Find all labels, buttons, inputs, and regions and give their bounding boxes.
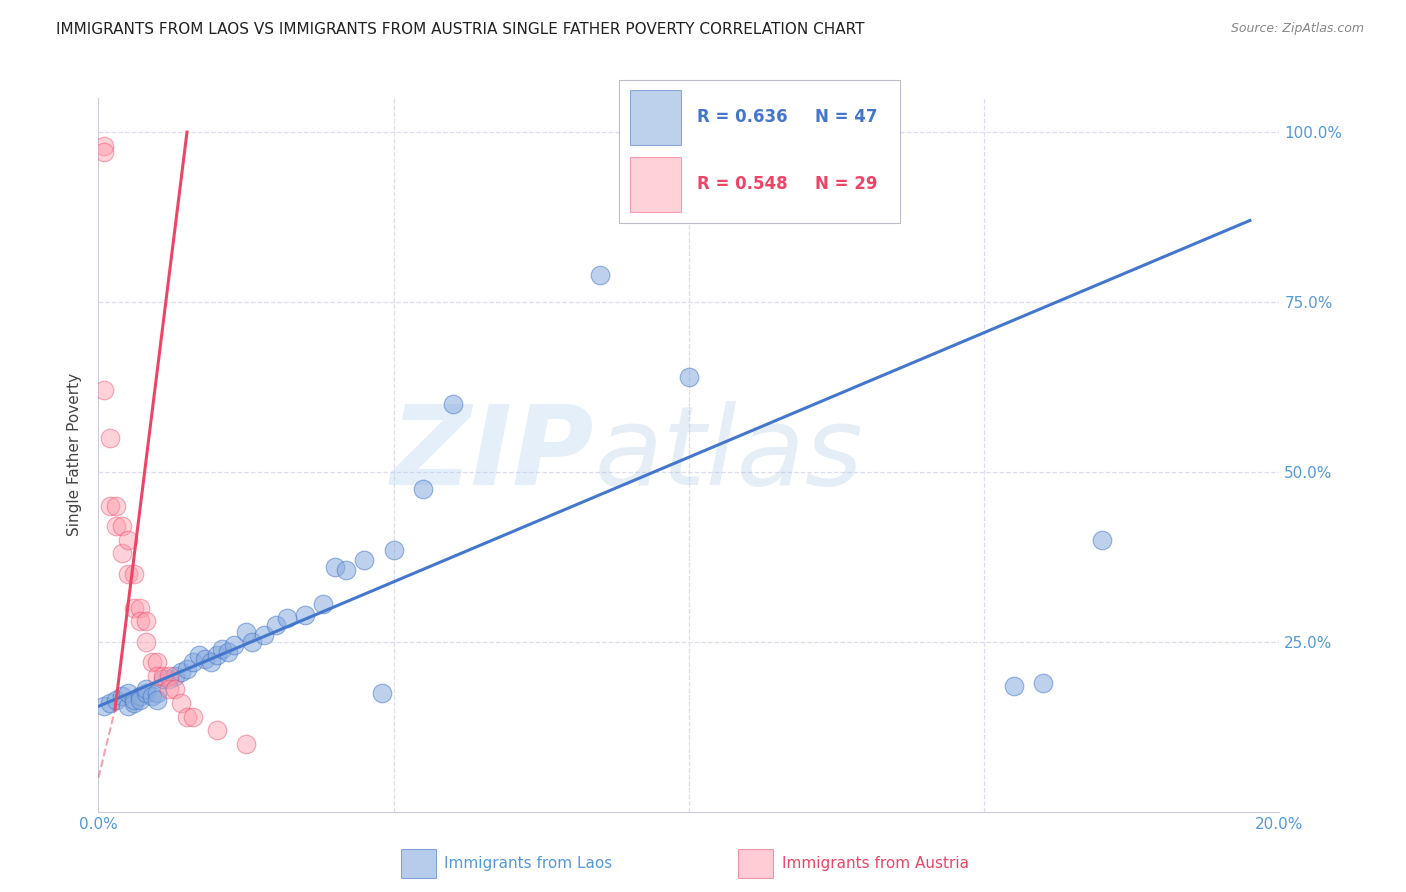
Y-axis label: Single Father Poverty: Single Father Poverty [67,374,83,536]
Bar [630,157,681,211]
Point [205,723,228,738]
Point [200,655,222,669]
Point [294,607,316,622]
Text: N = 29: N = 29 [815,176,877,194]
Point [157,682,180,697]
Point [253,628,276,642]
Point [1002,679,1025,693]
Point [128,692,150,706]
Point [335,564,357,578]
Text: Immigrants from Laos: Immigrants from Laos [444,855,613,871]
Point [122,600,145,615]
Point [181,709,204,723]
Point [128,600,150,615]
Point [205,648,228,663]
Point [589,268,612,282]
Point [117,566,139,581]
Point [165,669,187,683]
Text: R = 0.636: R = 0.636 [697,109,787,127]
Point [176,709,198,723]
Point [111,546,134,560]
Text: IMMIGRANTS FROM LAOS VS IMMIGRANTS FROM AUSTRIA SINGLE FATHER POVERTY CORRELATIO: IMMIGRANTS FROM LAOS VS IMMIGRANTS FROM … [56,22,865,37]
Text: Source: ZipAtlas.com: Source: ZipAtlas.com [1230,22,1364,36]
Text: ZIP: ZIP [391,401,595,508]
Point [117,686,139,700]
Point [117,699,139,714]
Point [181,655,204,669]
Point [105,499,128,513]
Point [157,672,180,686]
Point [146,655,169,669]
Point [135,682,157,697]
Bar [630,90,681,145]
Point [146,692,169,706]
Point [371,686,394,700]
Point [122,692,145,706]
Point [187,648,209,663]
Text: atlas: atlas [595,401,863,508]
Bar [738,848,773,878]
Point [157,669,180,683]
Point [240,635,263,649]
Point [141,655,163,669]
Point [146,669,169,683]
Point [93,384,115,398]
Point [111,519,134,533]
Point [93,699,115,714]
Point [235,737,257,751]
Point [117,533,139,547]
Point [382,543,405,558]
Point [678,369,700,384]
Point [211,641,233,656]
Point [441,397,464,411]
Point [105,692,128,706]
Point [98,431,121,445]
Point [122,566,145,581]
Point [176,662,198,676]
Point [412,482,434,496]
Point [152,669,174,683]
Point [165,682,187,697]
Point [146,686,169,700]
Point [1091,533,1114,547]
Point [323,560,346,574]
Point [105,519,128,533]
Point [135,686,157,700]
Point [170,696,193,710]
Point [93,138,115,153]
Point [128,615,150,629]
Point [98,696,121,710]
Point [111,689,134,703]
Point [353,553,375,567]
Point [152,672,174,686]
Point [98,499,121,513]
Point [170,665,193,680]
Point [224,638,246,652]
Point [128,689,150,703]
Point [194,652,217,666]
Point [93,145,115,160]
Point [141,689,163,703]
Point [235,624,257,639]
Point [135,615,157,629]
Text: Immigrants from Austria: Immigrants from Austria [782,855,969,871]
Text: N = 47: N = 47 [815,109,877,127]
Point [264,617,287,632]
Point [1032,675,1054,690]
Bar [401,848,436,878]
Point [217,645,239,659]
Text: R = 0.548: R = 0.548 [697,176,787,194]
Point [312,598,335,612]
Point [276,611,298,625]
Point [122,696,145,710]
Point [135,635,157,649]
